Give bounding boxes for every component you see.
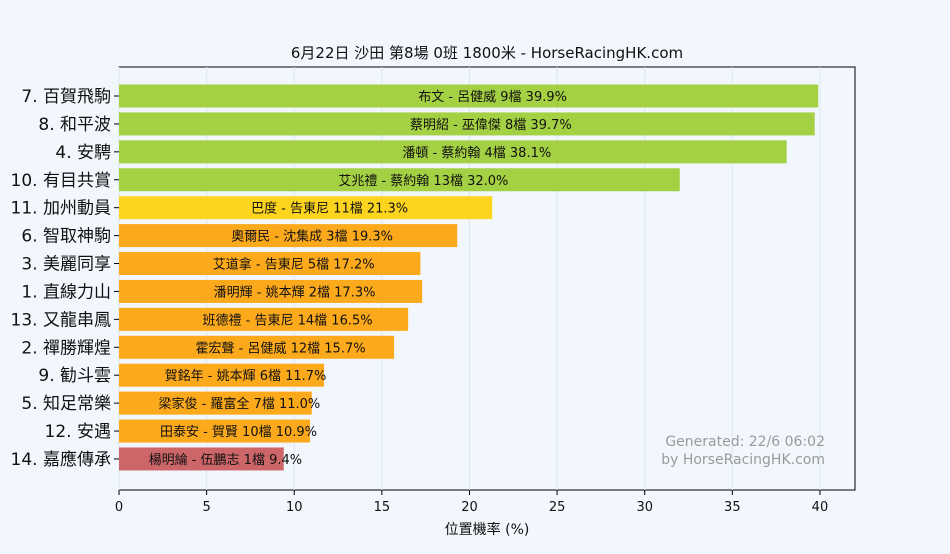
bar bbox=[119, 84, 819, 108]
x-axis-label: 位置機率 (%) bbox=[445, 521, 530, 538]
x-tick-label: 20 bbox=[461, 500, 478, 515]
y-tick-label: 7. 百賀飛駒 bbox=[21, 87, 111, 107]
watermark-line-2: by HorseRacingHK.com bbox=[661, 452, 825, 468]
bar-data-label: 潘明輝 - 姚本輝 2檔 17.3% bbox=[214, 285, 376, 300]
x-ticks: 0 5 10 15 20 25 30 35 40 bbox=[115, 490, 828, 515]
bar bbox=[119, 335, 395, 359]
x-tick-label: 40 bbox=[812, 500, 829, 515]
y-tick-label: 1. 直線力山 bbox=[21, 282, 111, 302]
bar bbox=[119, 279, 423, 303]
y-tick-labels: 7. 百賀飛駒 8. 和平波 4. 安騁 10. 有目共賞 11. 加州動員 6. 智取神… bbox=[11, 87, 119, 470]
bar-data-label: 奧爾民 - 沈集成 3檔 19.3% bbox=[231, 229, 393, 245]
y-tick-label: 13. 又龍串鳳 bbox=[11, 310, 111, 330]
bar bbox=[119, 196, 493, 220]
y-tick-label: 11. 加州動員 bbox=[11, 199, 111, 219]
x-tick-label: 5 bbox=[202, 500, 210, 515]
bar bbox=[119, 140, 787, 164]
y-tick-label: 4. 安騁 bbox=[55, 143, 111, 163]
x-tick-label: 30 bbox=[636, 500, 653, 515]
bar-data-label: 布文 - 呂健威 9檔 39.9% bbox=[418, 90, 567, 105]
bar bbox=[119, 168, 680, 192]
bar-data-label: 梁家俊 - 羅富全 7檔 11.0% bbox=[158, 396, 320, 412]
bar bbox=[119, 224, 458, 248]
y-tick-label: 9. 勧斗雲 bbox=[38, 366, 111, 386]
y-tick-label: 12. 安遇 bbox=[45, 422, 111, 442]
chart-title: 6月22日 沙田 第8場 0班 1800米 - HorseRacingHK.co… bbox=[291, 44, 683, 62]
y-tick-label: 5. 知足常樂 bbox=[21, 394, 111, 414]
bar-data-label: 艾兆禮 - 蔡約翰 13檔 32.0% bbox=[338, 174, 508, 189]
bar bbox=[119, 307, 409, 331]
x-tick-label: 0 bbox=[115, 500, 123, 515]
bar bbox=[119, 112, 815, 136]
bar-data-label: 班德禮 - 告東尼 14檔 16.5% bbox=[203, 312, 373, 328]
bar-data-label: 霍宏聲 - 呂健威 12檔 15.7% bbox=[196, 340, 366, 356]
y-tick-label: 2. 禪勝輝煌 bbox=[21, 338, 111, 358]
bar-data-label: 蔡明紹 - 巫偉傑 8檔 39.7% bbox=[410, 118, 572, 133]
bar-data-label: 田泰安 - 賀賢 10檔 10.9% bbox=[160, 425, 317, 440]
x-tick-label: 35 bbox=[724, 500, 741, 515]
bar bbox=[119, 363, 325, 387]
grid-lines bbox=[118, 67, 821, 490]
bars: 布文 - 呂健威 9檔 39.9% 蔡明紹 - 巫偉傑 8檔 39.7% 潘頓 - … bbox=[119, 84, 819, 471]
watermark-line-1: Generated: 22/6 06:02 bbox=[665, 434, 825, 450]
bar bbox=[119, 419, 311, 443]
bar-data-label: 潘頓 - 蔡約翰 4檔 38.1% bbox=[402, 146, 551, 161]
bar bbox=[119, 447, 284, 471]
bar-data-label: 巴度 - 告東尼 11檔 21.3% bbox=[251, 201, 408, 217]
y-tick-label: 3. 美麗同享 bbox=[21, 255, 111, 275]
y-tick-label: 10. 有目共賞 bbox=[11, 171, 111, 191]
y-tick-label: 8. 和平波 bbox=[38, 115, 111, 135]
x-tick-label: 10 bbox=[286, 500, 303, 515]
bar bbox=[119, 252, 421, 276]
bar-data-label: 賀銘年 - 姚本輝 6檔 11.7% bbox=[165, 369, 327, 384]
x-tick-label: 25 bbox=[549, 500, 566, 515]
bar-data-label: 楊明綸 - 伍鵬志 1檔 9.4% bbox=[149, 452, 303, 468]
bar-data-label: 艾道拿 - 告東尼 5檔 17.2% bbox=[213, 257, 375, 273]
y-tick-label: 6. 智取神駒 bbox=[21, 227, 111, 247]
bar bbox=[119, 391, 312, 415]
x-tick-label: 15 bbox=[374, 500, 391, 515]
y-tick-label: 14. 嘉應傳承 bbox=[11, 449, 111, 470]
